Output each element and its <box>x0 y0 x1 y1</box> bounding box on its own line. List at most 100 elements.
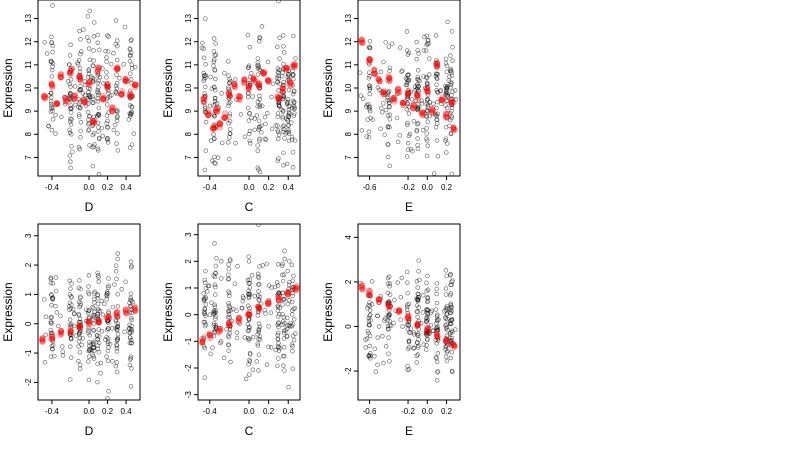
observed-point <box>129 329 135 334</box>
observed-point <box>209 86 214 91</box>
observed-point <box>369 302 375 307</box>
observed-point <box>435 369 441 374</box>
observed-point <box>280 272 285 278</box>
fitted-point <box>385 304 392 311</box>
observed-point <box>358 93 364 98</box>
observed-point <box>281 345 287 350</box>
observed-point <box>242 134 248 140</box>
observed-point <box>127 362 133 368</box>
observed-point <box>106 285 111 290</box>
observed-point <box>358 70 363 75</box>
observed-point <box>91 321 97 327</box>
fitted-point <box>429 107 435 114</box>
observed-point <box>111 50 116 56</box>
observed-point <box>255 72 261 77</box>
observed-point <box>434 138 440 143</box>
observed-point <box>127 340 133 346</box>
fitted-point <box>251 77 258 84</box>
observed-point <box>424 114 429 120</box>
observed-point <box>201 55 207 61</box>
observed-point <box>245 65 251 70</box>
fitted-point <box>433 330 440 337</box>
observed-point <box>207 103 213 109</box>
observed-point <box>86 273 92 278</box>
fitted-point <box>396 308 403 315</box>
observed-point <box>281 150 286 156</box>
observed-point <box>291 72 296 78</box>
fitted-point <box>286 78 293 85</box>
observed-point <box>416 77 421 83</box>
fitted-point <box>425 328 432 335</box>
observed-point <box>449 102 455 108</box>
fitted-point <box>385 302 391 309</box>
fitted-point <box>128 93 135 99</box>
fitted-point <box>222 110 228 117</box>
fitted-point <box>255 304 262 311</box>
fitted-point <box>76 325 83 332</box>
observed-point <box>387 307 392 313</box>
observed-point <box>448 79 453 85</box>
fitted-point <box>386 77 393 84</box>
observed-point <box>413 98 419 103</box>
observed-point <box>276 298 281 303</box>
observed-point <box>449 113 454 119</box>
fitted-point <box>227 323 233 329</box>
fitted-point <box>434 63 441 70</box>
observed-point <box>415 121 420 127</box>
observed-point <box>219 258 224 264</box>
observed-point <box>277 292 282 297</box>
observed-point <box>290 333 296 339</box>
observed-point <box>128 71 133 76</box>
observed-point <box>385 281 391 286</box>
observed-point <box>96 90 102 96</box>
observed-point <box>109 61 114 67</box>
observed-point <box>380 101 386 106</box>
observed-point <box>127 58 133 64</box>
observed-point <box>406 50 412 55</box>
observed-point <box>115 331 121 337</box>
observed-point <box>208 138 214 144</box>
observed-point <box>76 319 82 325</box>
observed-point <box>100 133 105 139</box>
fitted-point <box>236 96 243 103</box>
observed-point <box>392 297 397 303</box>
fitted-point <box>414 92 420 99</box>
fitted-point <box>48 331 55 338</box>
y-tick-label: 0 <box>184 312 193 317</box>
fitted-point <box>113 66 120 72</box>
observed-point <box>228 359 233 365</box>
y-tick-label: 2 <box>184 259 193 264</box>
observed-point <box>129 263 134 269</box>
y-tick-label: -2 <box>344 367 353 375</box>
observed-point <box>50 64 55 69</box>
fitted-point <box>425 324 431 331</box>
fitted-point <box>132 81 139 88</box>
observed-point <box>368 317 373 323</box>
observed-point <box>387 274 392 279</box>
observed-point <box>434 341 440 346</box>
observed-point <box>95 96 101 101</box>
observed-point <box>115 108 120 113</box>
fitted-point <box>211 122 218 129</box>
observed-point <box>259 24 265 29</box>
fitted-point <box>201 99 207 106</box>
observed-point <box>286 110 292 115</box>
observed-point <box>386 335 391 340</box>
observed-point <box>85 14 91 19</box>
fitted-point <box>245 84 252 91</box>
observed-point <box>50 330 55 336</box>
fitted-point <box>434 60 441 67</box>
observed-point <box>360 96 366 101</box>
observed-point <box>252 127 257 133</box>
observed-point <box>129 317 135 323</box>
fitted-point <box>280 85 287 92</box>
observed-point <box>104 113 110 118</box>
observed-point <box>285 301 290 307</box>
fitted-point <box>410 105 417 112</box>
observed-point <box>128 291 134 296</box>
observed-point <box>96 308 101 313</box>
observed-point <box>105 348 111 354</box>
fitted-point <box>231 81 238 87</box>
observed-point <box>287 323 293 329</box>
